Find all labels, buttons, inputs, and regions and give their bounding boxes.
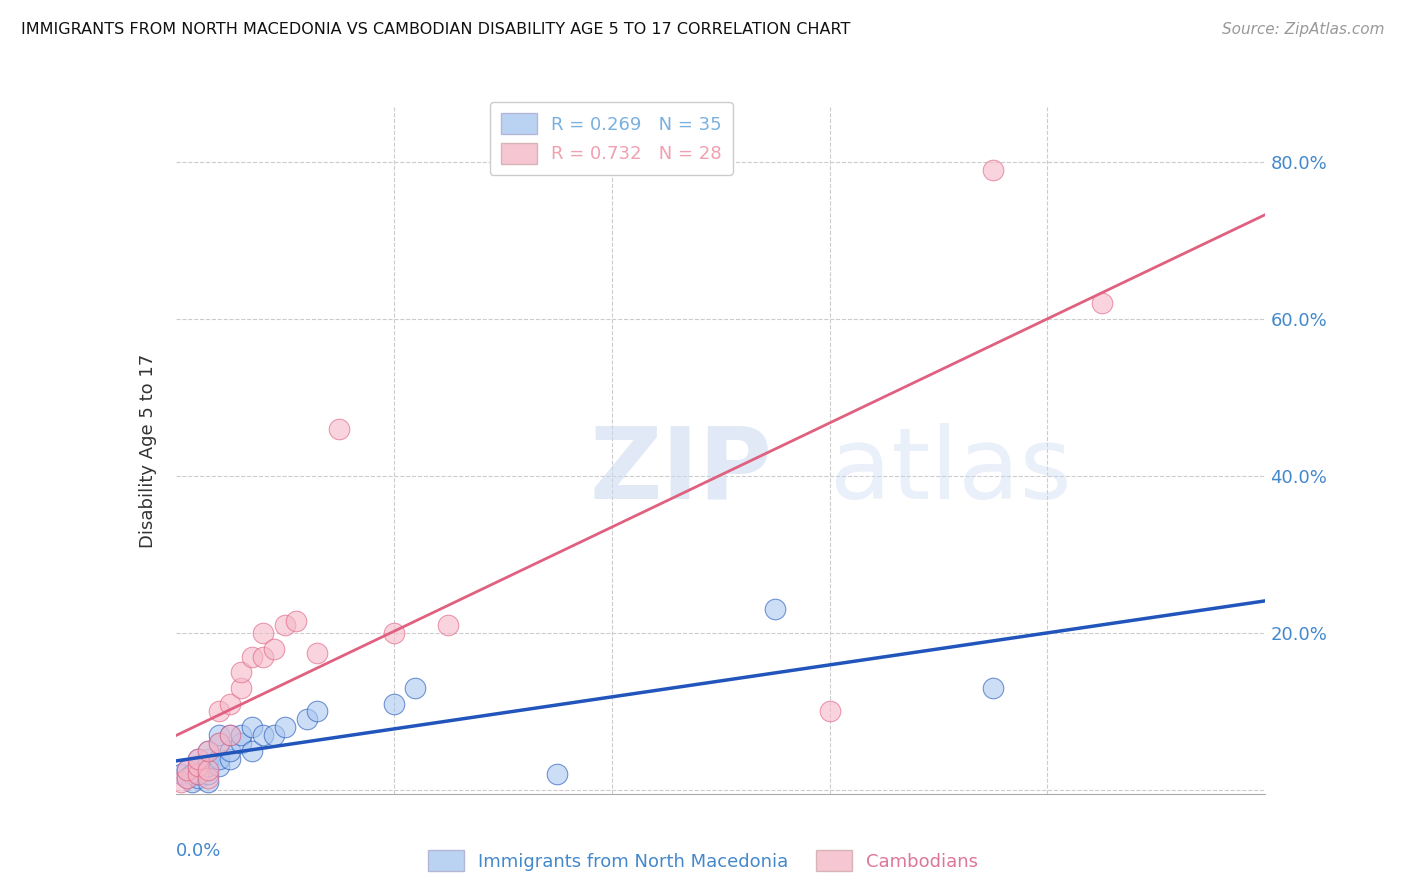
Y-axis label: Disability Age 5 to 17: Disability Age 5 to 17 (139, 353, 157, 548)
Legend: R = 0.269   N = 35, R = 0.732   N = 28: R = 0.269 N = 35, R = 0.732 N = 28 (489, 103, 733, 175)
Point (197, 744, 219, 758)
Point (219, 744, 242, 758)
Point (208, 705, 231, 719)
Point (176, 764, 198, 778)
Point (197, 764, 219, 778)
Point (295, 712, 318, 726)
Point (197, 775, 219, 789)
Point (176, 771, 198, 785)
Point (208, 751, 231, 765)
Point (1091, 296, 1114, 310)
Point (263, 641, 285, 656)
Text: 0.0%: 0.0% (176, 842, 221, 860)
Point (328, 422, 350, 436)
Point (176, 771, 198, 785)
Point (437, 618, 460, 632)
Point (170, 767, 193, 781)
Point (263, 728, 285, 742)
Point (231, 665, 253, 680)
Point (186, 759, 209, 773)
Point (208, 736, 231, 750)
Point (186, 767, 209, 781)
Point (274, 720, 297, 734)
Point (981, 681, 1004, 695)
Point (240, 744, 263, 758)
Point (231, 681, 253, 695)
Point (186, 759, 209, 773)
Point (176, 764, 198, 778)
Point (197, 767, 219, 781)
Point (197, 771, 219, 785)
Point (197, 751, 219, 765)
Point (382, 626, 405, 640)
Point (252, 649, 274, 664)
Point (219, 728, 242, 742)
Point (307, 646, 329, 660)
Point (307, 705, 329, 719)
Point (274, 618, 297, 632)
Point (252, 626, 274, 640)
Point (818, 705, 841, 719)
Point (170, 775, 193, 789)
Point (382, 697, 405, 711)
Point (186, 751, 209, 765)
Text: IMMIGRANTS FROM NORTH MACEDONIA VS CAMBODIAN DISABILITY AGE 5 TO 17 CORRELATION : IMMIGRANTS FROM NORTH MACEDONIA VS CAMBO… (21, 22, 851, 37)
Point (186, 767, 209, 781)
Point (546, 767, 568, 781)
Point (181, 775, 204, 789)
Point (208, 736, 231, 750)
Text: Source: ZipAtlas.com: Source: ZipAtlas.com (1222, 22, 1385, 37)
Point (181, 767, 204, 781)
Point (252, 728, 274, 742)
Point (231, 736, 253, 750)
Point (219, 751, 242, 765)
Point (219, 697, 242, 711)
Point (240, 649, 263, 664)
Legend: Immigrants from North Macedonia, Cambodians: Immigrants from North Macedonia, Cambodi… (420, 843, 986, 879)
Point (240, 720, 263, 734)
Point (197, 744, 219, 758)
Point (208, 759, 231, 773)
Point (405, 681, 427, 695)
Point (208, 728, 231, 742)
Text: atlas: atlas (830, 423, 1071, 519)
Text: ZIP: ZIP (591, 423, 773, 519)
Point (219, 728, 242, 742)
Point (981, 162, 1004, 177)
Point (186, 751, 209, 765)
Point (763, 602, 786, 616)
Point (197, 759, 219, 773)
Point (231, 728, 253, 742)
Point (284, 614, 307, 628)
Point (186, 771, 209, 785)
